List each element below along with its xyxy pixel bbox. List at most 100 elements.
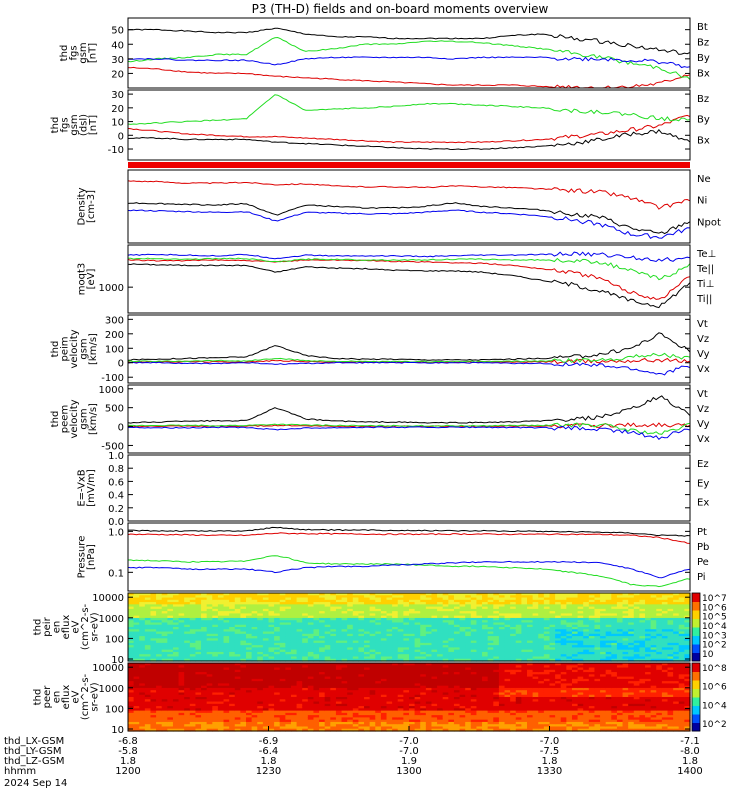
spectrogram-cell: [268, 681, 275, 684]
spectrogram-cell: [217, 697, 225, 700]
spectrogram-cell: [560, 606, 567, 610]
spectrogram-cell: [684, 620, 691, 624]
spectrogram-cell: [448, 656, 455, 660]
spectrogram-cell: [347, 611, 354, 614]
spectrogram-cell: [307, 715, 315, 718]
spectrogram-cell: [246, 593, 253, 596]
spectrogram-cell: [358, 687, 365, 691]
spectrogram-cell: [431, 606, 438, 610]
spectrogram-cell: [437, 615, 444, 619]
spectrogram-cell: [510, 611, 517, 614]
spectrogram-cell: [217, 694, 225, 698]
spectrogram-cell: [431, 667, 438, 671]
spectrogram-cell: [251, 645, 258, 648]
spectrogram-cell: [335, 663, 343, 666]
spectrogram-cell: [420, 599, 427, 603]
spectrogram-cell: [549, 613, 556, 617]
spectrogram-cell: [605, 651, 612, 655]
spectrogram-cell: [403, 706, 410, 709]
spectrogram-cell: [498, 597, 506, 601]
spectrogram-cell: [144, 712, 152, 716]
spectrogram-cell: [257, 665, 264, 669]
spectrogram-cell: [195, 667, 202, 671]
spectrogram-cell: [274, 706, 281, 709]
spectrogram-cell: [375, 649, 382, 653]
spectrogram-cell: [369, 672, 376, 675]
spectrogram-cell: [167, 651, 174, 655]
spectrogram-cell: [206, 717, 213, 721]
spectrogram-cell: [470, 624, 478, 628]
spectrogram-cell: [319, 624, 326, 628]
spectrogram-cell: [431, 631, 438, 635]
spectrogram-cell: [521, 627, 528, 630]
spectrogram-cell: [330, 708, 337, 712]
spectrogram-cell: [133, 595, 140, 599]
spectrogram-cell: [369, 624, 376, 628]
spectrogram-cell: [319, 651, 326, 655]
spectrogram-cell: [504, 593, 511, 596]
spectrogram-cell: [555, 611, 562, 614]
spectrogram-cell: [347, 602, 354, 605]
spectrogram-cell: [369, 649, 376, 653]
spectrogram-cell: [465, 627, 472, 630]
spectrogram-cell: [583, 595, 590, 599]
spectrogram-cell: [229, 674, 236, 678]
spectrogram-cell: [498, 647, 506, 651]
spectrogram-cell: [420, 629, 427, 633]
spectrogram-cell: [476, 654, 483, 658]
spectrogram-cell: [240, 681, 247, 684]
spectrogram-cell: [465, 617, 472, 621]
spectrogram-cell: [257, 636, 264, 639]
spectrogram-cell: [493, 656, 500, 660]
spectrogram-cell: [201, 638, 208, 642]
spectrogram-cell: [616, 622, 624, 626]
spectrogram-cell: [504, 617, 511, 621]
spectrogram-cell: [532, 595, 539, 599]
spectrogram-cell: [307, 692, 315, 696]
spectrogram-cell: [195, 708, 202, 712]
spectrogram-cell: [397, 642, 404, 646]
spectrogram-cell: [414, 724, 421, 728]
spectrogram-cell: [246, 694, 253, 698]
spectrogram-cell: [650, 602, 657, 605]
spectrogram-cell: [285, 706, 292, 709]
colorbar: 10^710^610^510^410^310^210: [691, 592, 727, 662]
spectrogram-cell: [369, 715, 376, 718]
spectrogram-cell: [420, 649, 427, 653]
spectrogram-cell: [352, 620, 360, 624]
spectrogram-cell: [538, 617, 545, 621]
spectrogram-cell: [206, 627, 213, 630]
spectrogram-cell: [403, 694, 410, 698]
spectrogram-cell: [375, 608, 382, 612]
spectrogram-cell: [128, 681, 135, 684]
spectrogram-cell: [358, 703, 365, 707]
spectrogram-cell: [493, 629, 500, 633]
spectrogram-cell: [150, 629, 157, 633]
spectrogram-cell: [274, 595, 281, 599]
spectrogram-cell: [302, 647, 309, 651]
spectrogram-cell: [341, 636, 348, 639]
spectrogram-cell: [392, 692, 399, 696]
spectrogram-cell: [403, 715, 410, 718]
spectrogram-cell: [639, 617, 646, 621]
spectrogram-cell: [156, 712, 163, 716]
spectrogram-cell: [229, 703, 236, 707]
spectrogram-cell: [189, 622, 197, 626]
spectrogram-cell: [150, 699, 157, 703]
spectrogram-cell: [313, 694, 320, 698]
spectrogram-cell: [144, 633, 152, 637]
spectrogram-cell: [319, 613, 326, 617]
spectrogram-cell: [341, 597, 348, 601]
spectrogram-cell: [144, 615, 152, 619]
spectrogram-cell: [538, 595, 545, 599]
spectrogram-cell: [307, 627, 315, 630]
spectrogram-cell: [538, 645, 545, 648]
spectrogram-cell: [442, 663, 449, 666]
spectrogram-cell: [195, 647, 202, 651]
spectrogram-cell: [285, 658, 292, 662]
spectrogram-cell: [476, 624, 483, 628]
spectrogram-cell: [386, 617, 393, 621]
spectrogram-cell: [296, 636, 303, 639]
